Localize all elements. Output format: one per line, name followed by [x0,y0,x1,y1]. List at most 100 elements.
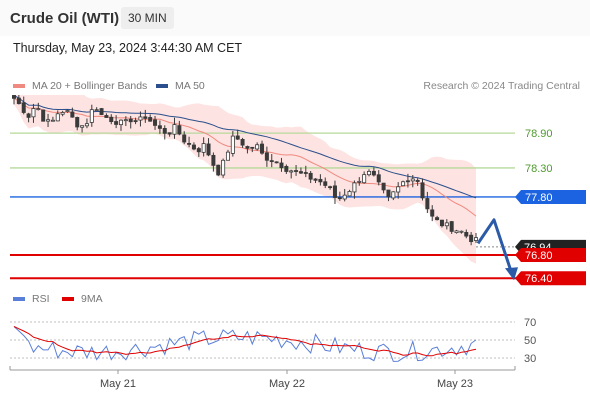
candle-body [289,170,294,173]
ma9-label: 9MA [81,293,103,305]
level-label-76.40: 76.40 [525,273,553,285]
candle-body [41,109,46,122]
candle-body [211,154,216,166]
candle-body [449,221,454,232]
candle-body [75,117,80,128]
candle-body [70,111,75,118]
candle-body [435,217,440,221]
candle-body [410,178,415,182]
candle-body [46,119,51,122]
credit-text: Research © 2024 Trading Central [423,80,580,92]
candle-body [337,197,342,200]
candle-body [187,142,192,145]
ma50-label: MA 50 [175,80,205,92]
level-tag-76.40 [515,271,586,286]
candle-body [323,181,328,186]
level-tag-77.80 [515,189,586,204]
x-tick-label: May 21 [100,378,136,390]
candle-body [469,234,474,243]
timestamp: Thursday, May 23, 2024 3:44:30 AM CET [13,41,243,55]
candle-body [264,152,269,161]
candle-body [298,171,303,174]
rsi-label: RSI [32,293,50,305]
rsi-swatch [13,297,25,301]
candle-body [60,112,65,115]
candle-body [357,180,362,183]
candle-body [328,186,333,189]
candle-body [216,164,221,176]
legend-9ma: 9MA [62,293,103,305]
candle-body [191,144,196,150]
candle-body [65,110,70,113]
candle-body [133,120,138,123]
legend-ma50: MA 50 [156,80,205,92]
legend-ma20: MA 20 + Bollinger Bands [13,80,147,92]
candle-body [332,185,337,198]
candle-body [235,135,240,140]
candle-body [420,182,425,199]
candle-body [347,191,352,197]
candle-body [55,113,60,122]
candle-body [221,159,226,176]
level-label-77.80: 77.80 [525,192,553,204]
candle-body [177,125,182,135]
candle-body [396,186,401,193]
ma20-swatch [13,84,25,88]
candle-body [240,139,245,146]
candle-body [250,146,255,149]
candle-body [425,198,430,210]
x-tick-label: May 22 [269,378,305,390]
candle-body [308,172,313,180]
chart-header: Crude Oil (WTI) 30 MIN [0,0,590,36]
candle-body [386,189,391,198]
candle-body [381,182,386,191]
level-label-76.80: 76.80 [525,250,553,262]
legend-rsi: RSI [13,293,50,305]
candle-body [367,170,372,176]
projection-arrow [476,218,514,275]
rsi-tick-30: 30 [524,353,536,365]
candle-body [16,97,21,105]
candle-body [313,178,318,181]
candle-body [114,121,119,125]
candle-body [11,95,16,99]
level-tag-76.80 [515,248,586,262]
candle-body [89,109,94,123]
candle-body [303,172,308,174]
candle-body [459,230,464,233]
ma20-label: MA 20 + Bollinger Bands [32,80,148,92]
candle-body [405,180,410,183]
candle-body [172,124,177,135]
candle-body [371,170,376,176]
bollinger-band [14,95,476,264]
candle-body [255,144,260,150]
candle-body [391,191,396,199]
x-tick-label: May 23 [437,378,473,390]
candle-body [80,125,85,128]
candle-body [318,178,323,183]
candle-body [430,209,435,217]
candle-body [118,119,123,126]
candle-body [26,113,31,118]
candle-body [260,143,265,154]
candle-body [128,118,133,123]
candle-body [138,116,143,121]
interval-button[interactable]: 30 MIN [121,7,174,29]
rsi-line [13,326,477,362]
candle-body [464,232,469,237]
candle-body [225,151,230,161]
ma50-swatch [156,84,168,88]
candle-body [31,108,36,118]
candle-body [104,115,109,118]
ma9-swatch [62,297,74,301]
candle-body [201,143,206,153]
candle-body [376,174,381,183]
candle-body [454,230,459,234]
candle-body [123,119,128,122]
candle-body [401,181,406,187]
rsi-tick-70: 70 [524,317,536,329]
candle-body [274,161,279,164]
candle-body [230,135,235,154]
candle-body [94,109,99,112]
